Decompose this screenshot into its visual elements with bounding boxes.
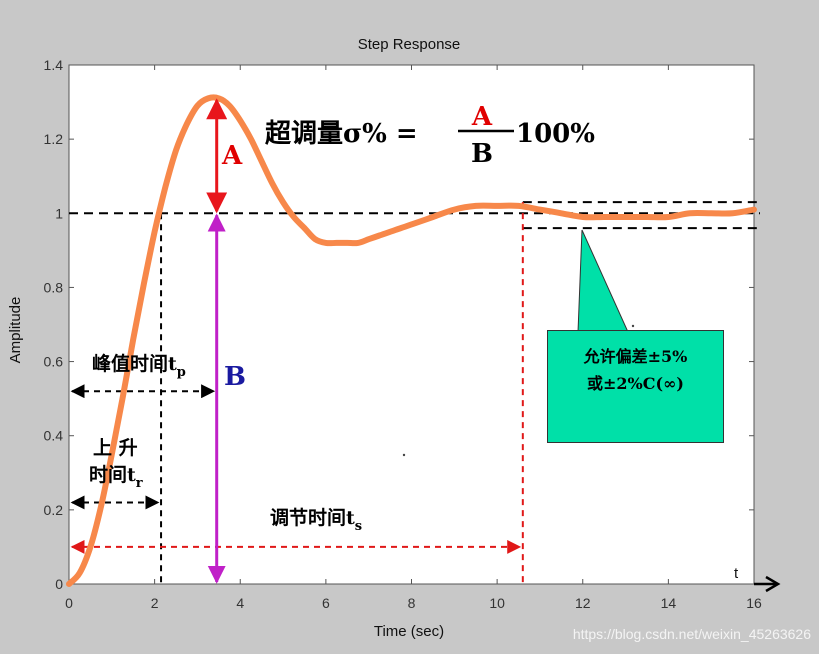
overshoot-formula-prefix: 超调量σ% = — [265, 119, 418, 149]
time-axis-arrowhead — [765, 575, 781, 593]
x-tick-label: 10 — [489, 595, 505, 611]
x-tick-label: 4 — [236, 595, 244, 611]
rise-time-label-line1: 上 升 — [93, 437, 138, 459]
y-tick-label: 0.8 — [44, 279, 64, 295]
y-tick-label: 0 — [55, 576, 63, 592]
peak-time-label: 峰值时间tp — [92, 352, 186, 380]
tolerance-callout: 允许偏差±5% 或±2%C(∞) — [547, 330, 724, 443]
x-tick-label: 2 — [151, 595, 159, 611]
settling-time-label: 调节时间ts — [270, 507, 362, 534]
y-tick-label: 1 — [55, 205, 63, 221]
x-tick-label: 0 — [65, 595, 73, 611]
x-tick-label: 6 — [322, 595, 330, 611]
watermark: https://blog.csdn.net/weixin_45263626 — [572, 626, 811, 642]
speck — [402, 453, 406, 457]
y-axis-label: Amplitude — [7, 297, 24, 364]
overshoot-denominator: B — [471, 139, 493, 169]
response-curve — [66, 94, 757, 587]
y-tick-label: 1.2 — [44, 131, 64, 147]
x-axis-letter: t — [734, 565, 739, 582]
overshoot-numerator: A — [471, 102, 493, 132]
x-tick-label: 12 — [575, 595, 591, 611]
tolerance-line-1: 允许偏差±5% — [583, 347, 688, 366]
y-tick-label: 0.4 — [44, 428, 64, 444]
x-axis: 0 2 4 6 8 10 12 14 16 — [65, 65, 762, 611]
rise-time-label-line2: 时间tr — [89, 464, 143, 491]
y-tick-label: 0.6 — [44, 354, 64, 370]
y-tick-label: 1.4 — [44, 57, 64, 73]
chart-title: Step Response — [358, 36, 461, 53]
x-tick-label: 8 — [408, 595, 416, 611]
label-b: B — [224, 362, 246, 392]
plot-area — [68, 64, 755, 585]
overshoot-suffix: 100% — [516, 119, 595, 149]
x-tick-label: 16 — [746, 595, 762, 611]
x-axis-label: Time (sec) — [374, 623, 444, 640]
tolerance-line-2: 或±2%C(∞) — [587, 374, 684, 393]
speck — [631, 324, 635, 328]
x-tick-label: 14 — [661, 595, 677, 611]
label-a: A — [221, 141, 243, 171]
y-tick-label: 0.2 — [44, 502, 64, 518]
